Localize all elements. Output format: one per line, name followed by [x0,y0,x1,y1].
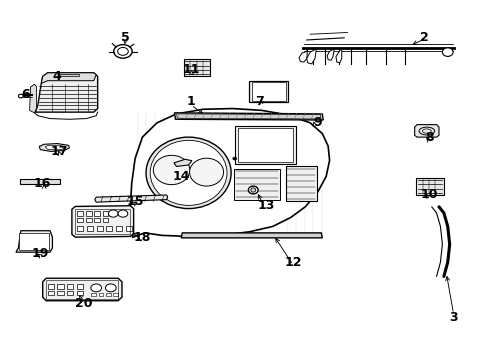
Bar [249,81,287,102]
Ellipse shape [250,188,255,192]
Ellipse shape [153,156,189,185]
Ellipse shape [248,186,258,194]
Text: 4: 4 [53,70,61,83]
Ellipse shape [150,140,226,205]
Bar [183,59,210,76]
Text: 8: 8 [424,131,433,144]
Bar [75,208,129,234]
Text: 11: 11 [182,63,200,76]
Ellipse shape [19,94,23,98]
Bar [113,293,118,296]
Text: 9: 9 [312,116,321,129]
Bar [116,226,122,231]
Ellipse shape [189,158,223,186]
Bar [47,291,54,295]
Ellipse shape [105,284,116,292]
Text: 1: 1 [186,95,195,108]
Text: 14: 14 [172,170,190,183]
Bar [57,284,63,289]
Bar [102,218,108,222]
Text: 3: 3 [448,311,457,324]
Bar [77,211,83,216]
Bar [106,293,111,296]
Ellipse shape [91,284,102,292]
Polygon shape [39,144,69,152]
Bar [20,179,60,184]
Bar [19,233,49,250]
Polygon shape [298,48,307,62]
Bar [77,218,83,222]
Bar [57,291,63,295]
Polygon shape [181,233,322,238]
Ellipse shape [108,210,118,217]
Bar [237,128,292,162]
Text: 10: 10 [420,188,437,201]
Bar [85,218,91,222]
Bar [251,82,285,101]
Bar [94,211,100,216]
Text: 6: 6 [21,88,30,101]
Text: 7: 7 [254,95,263,108]
Polygon shape [41,73,96,84]
Polygon shape [174,159,192,166]
Polygon shape [42,278,122,301]
Text: 15: 15 [126,195,143,208]
Polygon shape [306,48,316,64]
Bar [415,178,443,195]
Bar [94,218,100,222]
Ellipse shape [118,210,127,217]
Polygon shape [414,125,438,137]
Bar [233,169,280,200]
Text: 2: 2 [419,31,428,44]
Text: 5: 5 [121,31,129,44]
Bar [77,226,83,231]
Bar [85,211,91,216]
Bar [234,126,295,164]
Ellipse shape [232,157,236,160]
Bar [106,226,112,231]
Polygon shape [35,73,98,112]
Bar [77,291,83,295]
Bar [97,226,102,231]
Polygon shape [335,48,341,63]
Polygon shape [16,231,52,252]
Bar [125,226,131,231]
Bar [87,226,93,231]
Text: 17: 17 [51,145,68,158]
Bar [67,291,73,295]
Text: 18: 18 [133,231,151,244]
Polygon shape [72,206,133,237]
Polygon shape [95,195,167,202]
Polygon shape [326,48,334,60]
Polygon shape [30,84,36,113]
Text: 12: 12 [284,256,301,269]
Polygon shape [45,146,64,149]
Bar [60,73,79,76]
Text: 19: 19 [32,247,49,260]
Bar [46,280,118,298]
Text: 16: 16 [34,177,51,190]
Bar [99,293,103,296]
Polygon shape [174,113,323,120]
Polygon shape [130,109,329,237]
Text: 20: 20 [75,297,93,310]
Text: 13: 13 [257,198,275,212]
Bar [102,211,108,216]
Bar [47,284,54,289]
Bar [67,284,73,289]
Bar [91,293,96,296]
Ellipse shape [146,137,231,208]
Bar [285,166,317,202]
Bar [77,284,83,289]
Ellipse shape [442,48,452,57]
